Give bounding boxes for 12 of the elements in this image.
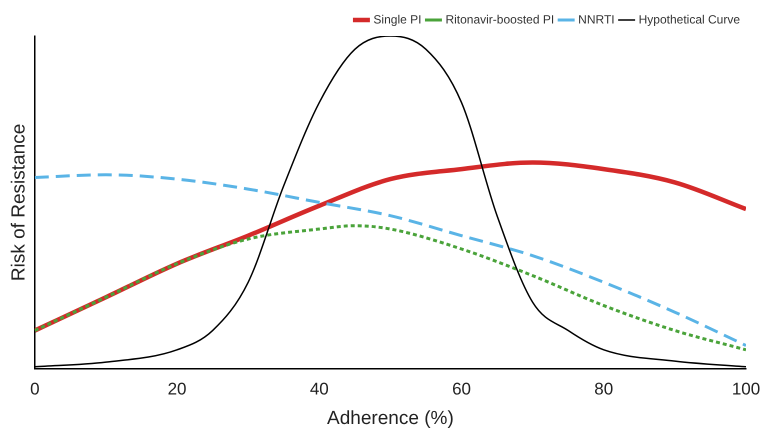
x-tick-label: 40: [310, 380, 329, 399]
x-tick-label: 100: [732, 380, 760, 399]
x-tick-label: 60: [452, 380, 471, 399]
x-tick-label: 0: [30, 380, 40, 399]
x-tick-label: 80: [594, 380, 614, 399]
legend-label: Single PI: [373, 12, 422, 26]
y-axis-title: Risk of Resistance: [8, 124, 30, 282]
legend-label: Hypothetical Curve: [638, 12, 740, 26]
legend-label: Ritonavir-boosted PI: [445, 12, 554, 26]
x-axis-title: Adherence (%): [327, 408, 454, 429]
legend-label: NNRTI: [578, 12, 615, 26]
x-tick-label: 20: [168, 380, 186, 399]
